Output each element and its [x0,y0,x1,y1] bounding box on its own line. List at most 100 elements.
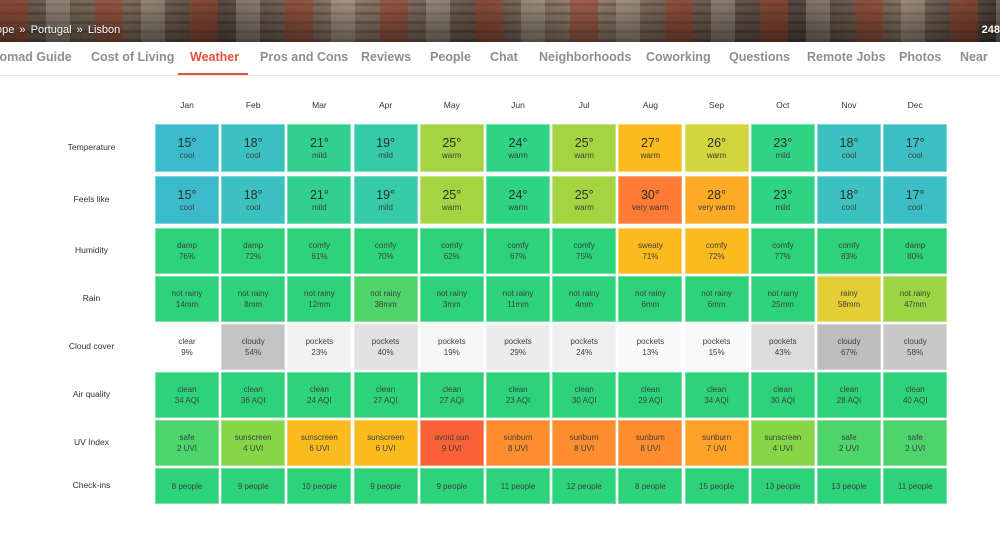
cloud-cover-cell-may[interactable]: pockets 19% [419,324,484,370]
rain-cell-nov[interactable]: rainy 58mm [817,276,881,322]
breadcrumb-item-region[interactable]: ope [0,24,15,36]
feels-like-cell-apr[interactable]: 19° mild [353,176,418,224]
temperature-cell-mar[interactable]: 21° mild [287,124,352,172]
cloud-cover-cell-sep[interactable]: pockets 15% [684,324,749,370]
uv-index-cell-aug[interactable]: sunburn 8 UVI [618,420,683,466]
check-ins-cell-jun[interactable]: 11 people [486,468,550,504]
temperature-cell-nov[interactable]: 18° cool [817,124,881,172]
rain-cell-oct[interactable]: not rainy 25mm [750,276,815,322]
rain-cell-jun[interactable]: not rainy 11mm [486,276,550,322]
cloud-cover-cell-jun[interactable]: pockets 29% [486,324,550,370]
rain-cell-jul[interactable]: not rainy 4mm [552,276,617,322]
uv-index-cell-jun[interactable]: sunburn 8 UVI [486,420,550,466]
cloud-cover-cell-dec[interactable]: cloudy 58% [883,324,948,370]
temperature-cell-may[interactable]: 25° warm [419,124,484,172]
temperature-cell-jun[interactable]: 24° warm [486,124,550,172]
check-ins-cell-oct[interactable]: 13 people [750,468,815,504]
cloud-cover-cell-nov[interactable]: cloudy 67% [817,324,881,370]
tab-cost-of-living[interactable]: Cost of Living [91,50,175,64]
humidity-cell-may[interactable]: comfy 62% [419,228,484,274]
feels-like-cell-mar[interactable]: 21° mild [287,176,352,224]
feels-like-cell-sep[interactable]: 28° very warm [684,176,749,224]
air-quality-cell-aug[interactable]: clean 29 AQI [618,372,683,418]
air-quality-cell-oct[interactable]: clean 30 AQI [750,372,815,418]
rain-cell-may[interactable]: not rainy 3mm [419,276,484,322]
air-quality-cell-apr[interactable]: clean 27 AQI [353,372,418,418]
humidity-cell-feb[interactable]: damp 72% [221,228,286,274]
check-ins-cell-apr[interactable]: 9 people [353,468,418,504]
check-ins-cell-dec[interactable]: 11 people [883,468,948,504]
rain-cell-mar[interactable]: not rainy 12mm [287,276,352,322]
air-quality-cell-sep[interactable]: clean 34 AQI [684,372,749,418]
tab-questions[interactable]: Questions [729,50,791,64]
tab-pros-and-cons[interactable]: Pros and Cons [260,50,349,64]
temperature-cell-sep[interactable]: 26° warm [684,124,749,172]
temperature-cell-oct[interactable]: 23° mild [750,124,815,172]
uv-index-cell-oct[interactable]: sunscreen 4 UVI [750,420,815,466]
uv-index-cell-mar[interactable]: sunscreen 6 UVI [287,420,352,466]
cloud-cover-cell-mar[interactable]: pockets 23% [287,324,352,370]
rain-cell-aug[interactable]: not rainy 6mm [618,276,683,322]
temperature-cell-apr[interactable]: 19° mild [353,124,418,172]
humidity-cell-jul[interactable]: comfy 75% [552,228,617,274]
check-ins-cell-may[interactable]: 9 people [419,468,484,504]
rain-cell-dec[interactable]: not rainy 47mm [883,276,948,322]
feels-like-cell-oct[interactable]: 23° mild [750,176,815,224]
tab-weather[interactable]: Weather [190,50,240,64]
check-ins-cell-sep[interactable]: 15 people [684,468,749,504]
temperature-cell-dec[interactable]: 17° cool [883,124,948,172]
cloud-cover-cell-aug[interactable]: pockets 13% [618,324,683,370]
temperature-cell-feb[interactable]: 18° cool [221,124,286,172]
rain-cell-feb[interactable]: not rainy 8mm [221,276,286,322]
check-ins-cell-jan[interactable]: 8 people [155,468,219,504]
breadcrumb-item-city[interactable]: Lisbon [87,24,121,36]
cloud-cover-cell-feb[interactable]: cloudy 54% [221,324,286,370]
uv-index-cell-nov[interactable]: safe 2 UVI [817,420,881,466]
uv-index-cell-jul[interactable]: sunburn 8 UVI [552,420,617,466]
air-quality-cell-jul[interactable]: clean 30 AQI [552,372,617,418]
humidity-cell-sep[interactable]: comfy 72% [684,228,749,274]
rain-cell-jan[interactable]: not rainy 14mm [155,276,219,322]
uv-index-cell-feb[interactable]: sunscreen 4 UVI [221,420,286,466]
rain-cell-apr[interactable]: not rainy 38mm [353,276,418,322]
cloud-cover-cell-oct[interactable]: pockets 43% [750,324,815,370]
feels-like-cell-jun[interactable]: 24° warm [486,176,550,224]
check-ins-cell-mar[interactable]: 10 people [287,468,352,504]
humidity-cell-nov[interactable]: comfy 83% [817,228,881,274]
uv-index-cell-jan[interactable]: safe 2 UVI [155,420,219,466]
cloud-cover-cell-apr[interactable]: pockets 40% [353,324,418,370]
tab-reviews[interactable]: Reviews [361,50,412,64]
humidity-cell-oct[interactable]: comfy 77% [750,228,815,274]
humidity-cell-apr[interactable]: comfy 70% [353,228,418,274]
tab-chat[interactable]: Chat [490,50,518,64]
cloud-cover-cell-jul[interactable]: pockets 24% [552,324,617,370]
humidity-cell-dec[interactable]: damp 80% [883,228,948,274]
air-quality-cell-jan[interactable]: clean 34 AQI [155,372,219,418]
uv-index-cell-dec[interactable]: safe 2 UVI [883,420,948,466]
feels-like-cell-dec[interactable]: 17° cool [883,176,948,224]
tab-remote-jobs[interactable]: Remote Jobs [807,50,886,64]
tab-near[interactable]: Near [960,50,988,64]
feels-like-cell-aug[interactable]: 30° very warm [618,176,683,224]
air-quality-cell-mar[interactable]: clean 24 AQI [287,372,352,418]
tab-photos[interactable]: Photos [899,50,942,64]
humidity-cell-jun[interactable]: comfy 67% [486,228,550,274]
feels-like-cell-jan[interactable]: 15° cool [155,176,219,224]
humidity-cell-aug[interactable]: sweaty 71% [618,228,683,274]
tab-people[interactable]: People [430,50,471,64]
uv-index-cell-apr[interactable]: sunscreen 6 UVI [353,420,418,466]
air-quality-cell-may[interactable]: clean 27 AQI [419,372,484,418]
feels-like-cell-may[interactable]: 25° warm [419,176,484,224]
humidity-cell-jan[interactable]: damp 76% [155,228,219,274]
check-ins-cell-nov[interactable]: 13 people [817,468,881,504]
air-quality-cell-jun[interactable]: clean 23 AQI [486,372,550,418]
temperature-cell-jul[interactable]: 25° warm [552,124,617,172]
feels-like-cell-nov[interactable]: 18° cool [817,176,881,224]
cloud-cover-cell-jan[interactable]: clear 9% [155,324,219,370]
temperature-cell-jan[interactable]: 15° cool [155,124,219,172]
feels-like-cell-feb[interactable]: 18° cool [221,176,286,224]
air-quality-cell-dec[interactable]: clean 40 AQI [883,372,948,418]
air-quality-cell-feb[interactable]: clean 36 AQI [221,372,286,418]
tab-neighborhoods[interactable]: Neighborhoods [539,50,632,64]
feels-like-cell-jul[interactable]: 25° warm [552,176,617,224]
